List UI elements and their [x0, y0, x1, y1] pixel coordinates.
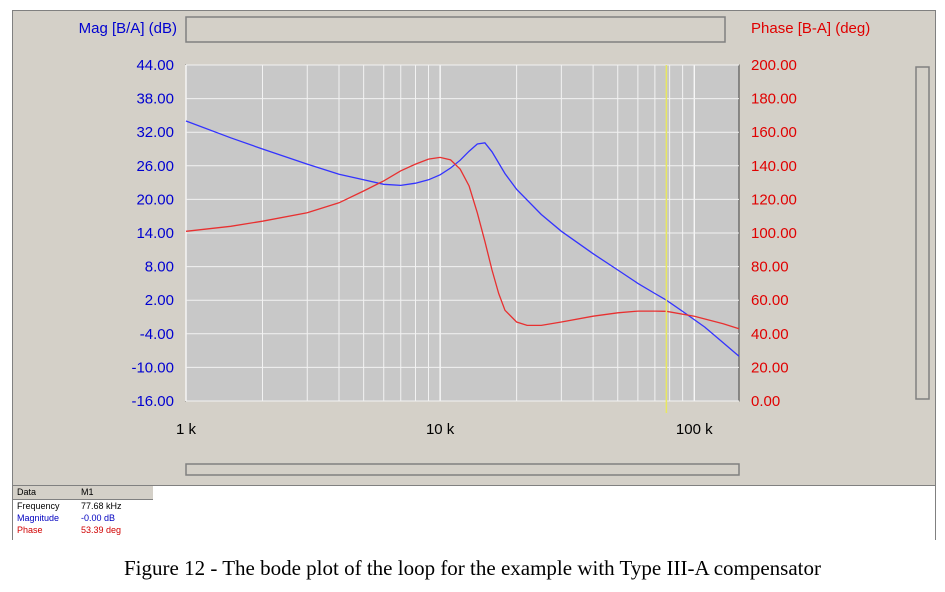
left-tick-label: 8.00 — [145, 259, 174, 276]
x-tick-label: 1 k — [176, 421, 197, 438]
row-value: 53.39 deg — [81, 525, 122, 535]
right-tick-label: 40.00 — [751, 326, 789, 343]
x-tick-label: 100 k — [676, 421, 713, 438]
left-tick-label: 26.00 — [136, 158, 174, 175]
right-tick-label: 20.00 — [751, 359, 789, 376]
header-data: Data — [17, 487, 37, 497]
marker-data-table: Data M1 Frequency 77.68 kHz Magnitude -0… — [13, 485, 935, 540]
row-key: Magnitude — [17, 513, 60, 523]
right-tick-label: 180.00 — [751, 91, 797, 108]
left-axis-title: Mag [B/A] (dB) — [79, 20, 177, 37]
series-layer — [185, 120, 740, 357]
vertical-scrollbar[interactable] — [915, 66, 930, 400]
figure-caption: Figure 12 - The bode plot of the loop fo… — [124, 556, 821, 580]
row-key: Frequency — [17, 501, 60, 511]
left-tick-label: 32.00 — [136, 124, 174, 141]
header-m1: M1 — [81, 487, 94, 497]
left-tick-label: 38.00 — [136, 91, 174, 108]
tick-layer: 44.00 38.00 32.00 26.00 20.00 14.00 8.00 2.00 -4… — [131, 57, 796, 438]
left-tick-label: 2.00 — [145, 292, 174, 309]
left-tick-label: 20.00 — [136, 191, 174, 208]
right-tick-label: 160.00 — [751, 124, 797, 141]
horizontal-scrollbar[interactable] — [185, 463, 740, 476]
right-axis-title: Phase [B-A] (deg) — [751, 20, 870, 37]
row-key: Phase — [17, 525, 43, 535]
right-tick-label: 140.00 — [751, 158, 797, 175]
right-tick-label: 100.00 — [751, 225, 797, 242]
right-tick-label: 120.00 — [751, 191, 797, 208]
series-line-phase — [185, 156, 740, 330]
series-line-magnitude — [185, 120, 740, 357]
grid — [185, 64, 739, 402]
row-value: -0.00 dB — [81, 513, 116, 523]
table-header: Data M1 — [13, 486, 153, 500]
bode-plot-window: 44.00 38.00 32.00 26.00 20.00 14.00 8.00 2.00 -4… — [12, 10, 936, 540]
left-tick-label: -16.00 — [131, 393, 174, 410]
left-tick-label: 44.00 — [136, 57, 174, 74]
left-tick-label: 14.00 — [136, 225, 174, 242]
right-tick-label: 80.00 — [751, 259, 789, 276]
row-value: 77.68 kHz — [81, 501, 122, 511]
right-tick-label: 0.00 — [751, 393, 780, 410]
left-tick-label: -4.00 — [140, 326, 174, 343]
bode-chart: 44.00 38.00 32.00 26.00 20.00 14.00 8.00 2.00 -4… — [79, 16, 930, 476]
right-tick-label: 200.00 — [751, 57, 797, 74]
right-tick-label: 60.00 — [751, 292, 789, 309]
left-tick-label: -10.00 — [131, 359, 174, 376]
x-tick-label: 10 k — [426, 421, 455, 438]
title-box — [185, 16, 726, 43]
